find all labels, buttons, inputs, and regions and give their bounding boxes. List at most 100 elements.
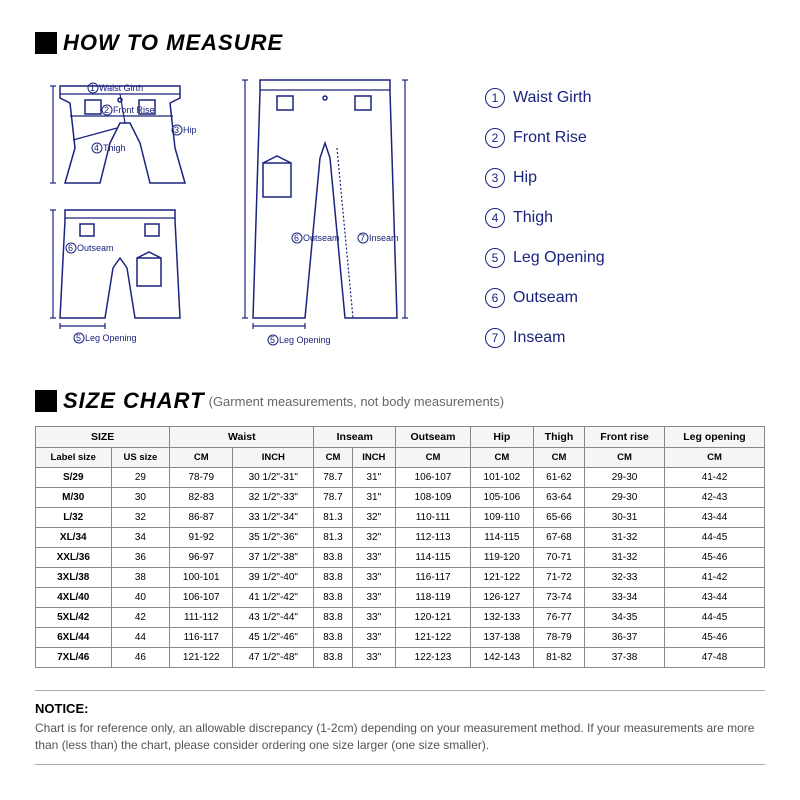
table-cell: 83.8 xyxy=(314,628,352,648)
size-chart-table: SIZEWaistInseamOutseamHipThighFront rise… xyxy=(35,426,765,668)
table-cell: 78-79 xyxy=(533,628,584,648)
svg-text:Leg Opening: Leg Opening xyxy=(279,335,331,345)
table-cell: 3XL/38 xyxy=(36,568,112,588)
table-row: 4XL/4040106-10741 1/2"-42"83.833"118-119… xyxy=(36,588,765,608)
table-group-header: Front rise xyxy=(585,427,665,448)
table-cell: 45-46 xyxy=(664,628,764,648)
table-cell: 5XL/42 xyxy=(36,608,112,628)
table-group-header: SIZE xyxy=(36,427,170,448)
legend-label: Front Rise xyxy=(513,129,587,147)
table-row: S/292978-7930 1/2"-31"78.731"106-107101-… xyxy=(36,468,765,488)
table-cell: 33" xyxy=(352,628,396,648)
waist-diagram: 1 Waist Girth 2 Front Rise 3 Hip 4 Thigh xyxy=(35,68,205,188)
table-cell: 63-64 xyxy=(533,488,584,508)
table-cell: 45-46 xyxy=(664,548,764,568)
table-cell: 118-119 xyxy=(396,588,471,608)
table-sub-header: CM xyxy=(664,448,764,468)
table-cell: 44-45 xyxy=(664,528,764,548)
table-sub-header: CM xyxy=(585,448,665,468)
legend-item: 7Inseam xyxy=(485,328,765,348)
table-cell: 132-133 xyxy=(470,608,533,628)
table-cell: 114-115 xyxy=(470,528,533,548)
svg-text:Thigh: Thigh xyxy=(103,143,126,153)
measurement-legend: 1Waist Girth2Front Rise3Hip4Thigh5Leg Op… xyxy=(445,68,765,368)
table-group-header: Waist xyxy=(170,427,314,448)
table-cell: 110-111 xyxy=(396,508,471,528)
table-row: 3XL/3838100-10139 1/2"-40"83.833"116-117… xyxy=(36,568,765,588)
svg-text:Outseam: Outseam xyxy=(303,233,340,243)
table-cell: 47-48 xyxy=(664,648,764,668)
pants-diagram: 6 Outseam 7 Inseam 5 Leg Opening xyxy=(225,68,425,358)
table-cell: 32" xyxy=(352,508,396,528)
table-cell: 34-35 xyxy=(585,608,665,628)
size-chart-subtitle: (Garment measurements, not body measurem… xyxy=(209,394,505,409)
table-cell: 105-106 xyxy=(470,488,533,508)
table-cell: 33" xyxy=(352,588,396,608)
table-cell: 83.8 xyxy=(314,548,352,568)
table-cell: 116-117 xyxy=(396,568,471,588)
table-cell: 41 1/2"-42" xyxy=(233,588,314,608)
size-chart-heading: SIZE CHART (Garment measurements, not bo… xyxy=(35,388,765,414)
svg-text:2: 2 xyxy=(104,105,109,115)
table-cell: S/29 xyxy=(36,468,112,488)
legend-item: 6Outseam xyxy=(485,288,765,308)
table-cell: 44 xyxy=(111,628,170,648)
table-sub-header: Label size xyxy=(36,448,112,468)
table-cell: 101-102 xyxy=(470,468,533,488)
svg-text:Leg Opening: Leg Opening xyxy=(85,333,137,343)
table-cell: 116-117 xyxy=(170,628,233,648)
table-cell: 71-72 xyxy=(533,568,584,588)
table-row: XL/343491-9235 1/2"-36"81.332"112-113114… xyxy=(36,528,765,548)
table-cell: 70-71 xyxy=(533,548,584,568)
legend-item: 5Leg Opening xyxy=(485,248,765,268)
svg-text:7: 7 xyxy=(360,233,365,243)
table-cell: 38 xyxy=(111,568,170,588)
table-sub-header: CM xyxy=(470,448,533,468)
title-bullet-icon xyxy=(35,390,57,412)
table-cell: 29-30 xyxy=(585,468,665,488)
table-cell: 65-66 xyxy=(533,508,584,528)
table-cell: 108-109 xyxy=(396,488,471,508)
legend-label: Waist Girth xyxy=(513,89,592,107)
table-cell: 45 1/2"-46" xyxy=(233,628,314,648)
table-cell: 33" xyxy=(352,568,396,588)
legend-item: 4Thigh xyxy=(485,208,765,228)
table-cell: 100-101 xyxy=(170,568,233,588)
notice-body: Chart is for reference only, an allowabl… xyxy=(35,720,765,754)
table-cell: 121-122 xyxy=(396,628,471,648)
table-sub-header: INCH xyxy=(233,448,314,468)
svg-text:5: 5 xyxy=(270,335,275,345)
table-cell: 83.8 xyxy=(314,588,352,608)
table-cell: 39 1/2"-40" xyxy=(233,568,314,588)
svg-text:5: 5 xyxy=(76,333,81,343)
table-cell: 30 xyxy=(111,488,170,508)
table-cell: 106-107 xyxy=(396,468,471,488)
table-cell: 96-97 xyxy=(170,548,233,568)
legend-number-icon: 6 xyxy=(485,288,505,308)
table-cell: 33" xyxy=(352,608,396,628)
table-cell: 114-115 xyxy=(396,548,471,568)
table-cell: 44-45 xyxy=(664,608,764,628)
table-group-header: Inseam xyxy=(314,427,396,448)
svg-text:6: 6 xyxy=(294,233,299,243)
legend-label: Leg Opening xyxy=(513,249,605,267)
table-cell: 121-122 xyxy=(170,648,233,668)
table-cell: 78-79 xyxy=(170,468,233,488)
legend-item: 2Front Rise xyxy=(485,128,765,148)
table-group-header: Hip xyxy=(470,427,533,448)
how-to-measure-heading: HOW TO MEASURE xyxy=(35,30,765,56)
table-cell: 35 1/2"-36" xyxy=(233,528,314,548)
table-cell: 73-74 xyxy=(533,588,584,608)
table-cell: XXL/36 xyxy=(36,548,112,568)
diagram-row: 1 Waist Girth 2 Front Rise 3 Hip 4 Thigh xyxy=(35,68,765,368)
table-cell: L/32 xyxy=(36,508,112,528)
table-cell: 43-44 xyxy=(664,588,764,608)
table-cell: 81.3 xyxy=(314,508,352,528)
table-sub-header: CM xyxy=(533,448,584,468)
table-cell: 29-30 xyxy=(585,488,665,508)
table-cell: 32 xyxy=(111,508,170,528)
table-cell: 106-107 xyxy=(170,588,233,608)
svg-text:Waist Girth: Waist Girth xyxy=(99,83,143,93)
table-cell: 83.8 xyxy=(314,648,352,668)
table-sub-header: CM xyxy=(396,448,471,468)
